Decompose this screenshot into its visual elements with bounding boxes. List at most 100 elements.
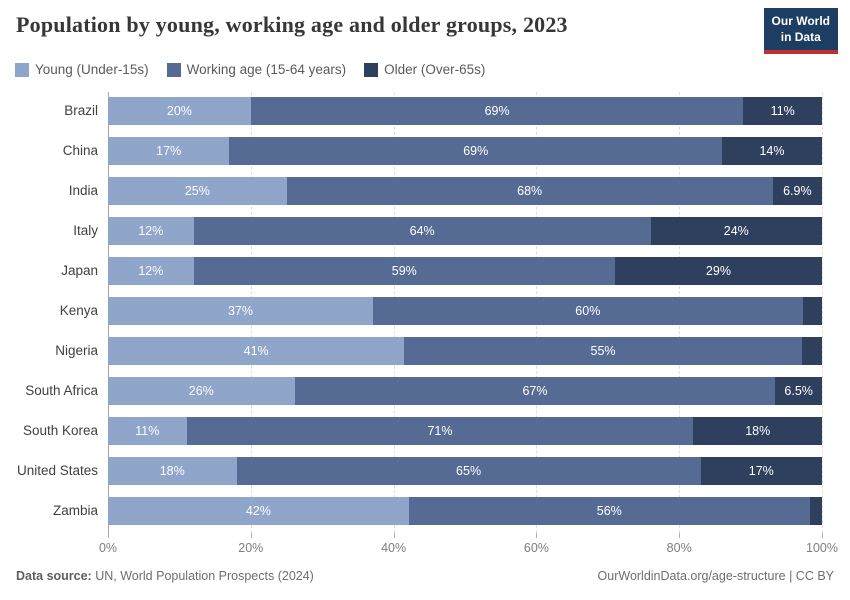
bar-value-label: 11% <box>770 104 795 118</box>
bar-segment-working[interactable]: 55% <box>404 337 802 365</box>
owid-logo[interactable]: Our World in Data <box>763 8 838 55</box>
country-label: Zambia <box>52 503 98 518</box>
legend-swatch-older <box>364 62 379 77</box>
country-label: South Africa <box>25 383 98 398</box>
country-label: India <box>68 183 98 198</box>
stacked-bar: 26% 67% 6.5% <box>108 377 822 405</box>
bar-segment-young[interactable]: 42% <box>108 497 409 525</box>
bar-value-label: 55% <box>590 344 616 358</box>
bar-value-label: 69% <box>484 104 510 118</box>
stacked-bar: 42% 56% <box>108 497 822 525</box>
country-label: Japan <box>61 263 98 278</box>
bar-value-label: 60% <box>575 304 601 318</box>
bar-value-label: 41% <box>243 344 269 358</box>
bar-segment-older[interactable]: 11% <box>743 97 822 125</box>
x-tick-label: 100% <box>806 541 838 555</box>
bar-value-label: 42% <box>245 504 271 518</box>
bar-segment-older[interactable]: 24% <box>650 217 822 245</box>
bar-segment-young[interactable]: 41% <box>108 337 405 365</box>
bar-segment-young[interactable]: 37% <box>108 297 373 325</box>
x-tick-label: 80% <box>666 541 692 555</box>
bar-segment-working[interactable]: 69% <box>229 137 723 165</box>
owid-url-link[interactable]: OurWorldinData.org/age-structure <box>597 569 786 583</box>
bar-segment-older[interactable] <box>801 337 822 365</box>
attribution: OurWorldinData.org/age-structure | CC BY <box>598 569 834 583</box>
bar-segment-working[interactable]: 65% <box>236 457 701 485</box>
legend-item-young: Young (Under-15s) <box>15 62 149 77</box>
bar-value-label: 17% <box>748 464 774 478</box>
chart-row: South Korea 11% 71% 18% <box>23 411 822 451</box>
bar-segment-older[interactable] <box>809 497 822 525</box>
chart-row: China 17% 69% 14% <box>63 131 822 171</box>
bar-segment-working[interactable]: 69% <box>250 97 744 125</box>
x-tick-mark-80 <box>679 533 681 538</box>
x-tick-mark-20 <box>250 533 252 538</box>
bar-segment-young[interactable]: 12% <box>108 257 194 285</box>
chart-row: South Africa 26% 67% 6.5% <box>25 371 822 411</box>
bar-segment-older[interactable]: 18% <box>693 417 822 445</box>
bar-segment-young[interactable]: 11% <box>108 417 187 445</box>
bar-segment-older[interactable]: 6.5% <box>775 377 822 405</box>
x-tick-label: 40% <box>381 541 407 555</box>
bar-segment-young[interactable]: 25% <box>108 177 287 205</box>
data-source-text: UN, World Population Prospects (2024) <box>95 569 314 583</box>
legend-label: Working age (15-64 years) <box>186 62 347 77</box>
stacked-bar: 37% 60% <box>108 297 822 325</box>
chart-row: Kenya 37% 60% <box>60 291 822 331</box>
stacked-bar: 20% 69% 11% <box>108 97 822 125</box>
bar-value-label: 59% <box>391 264 417 278</box>
country-label: Italy <box>73 223 98 238</box>
bar-segment-young[interactable]: 20% <box>108 97 251 125</box>
chart-row: Nigeria 41% 55% <box>55 331 822 371</box>
bar-segment-working[interactable]: 67% <box>294 377 776 405</box>
bar-segment-older[interactable]: 17% <box>700 457 822 485</box>
chart-row: Brazil 20% 69% 11% <box>64 91 822 131</box>
bar-value-label: 17% <box>156 144 182 158</box>
bar-segment-working[interactable]: 64% <box>193 217 651 245</box>
country-label: South Korea <box>22 423 98 438</box>
bar-segment-older[interactable] <box>802 297 822 325</box>
bar-value-label: 12% <box>138 264 164 278</box>
bar-segment-young[interactable]: 17% <box>108 137 230 165</box>
bar-segment-young[interactable]: 12% <box>108 217 194 245</box>
bar-value-label: 18% <box>745 424 771 438</box>
chart-row: India 25% 68% 6.9% <box>69 171 822 211</box>
bar-value-label: 37% <box>227 304 253 318</box>
owid-logo-line2: in Data <box>780 29 821 44</box>
bar-value-label: 6.5% <box>784 384 813 398</box>
x-tick-label: 60% <box>523 541 549 555</box>
bar-value-label: 14% <box>759 144 785 158</box>
bar-value-label: 25% <box>184 184 210 198</box>
bar-value-label: 18% <box>159 464 185 478</box>
chart-row: Italy 12% 64% 24% <box>73 211 822 251</box>
bar-segment-older[interactable]: 29% <box>614 257 822 285</box>
stacked-bar: 11% 71% 18% <box>108 417 822 445</box>
stacked-bar: 12% 59% 29% <box>108 257 822 285</box>
license-separator: | <box>789 569 793 583</box>
gridline-100 <box>822 92 823 533</box>
legend-item-working: Working age (15-64 years) <box>166 62 347 77</box>
chart-row: Japan 12% 59% 29% <box>61 251 822 291</box>
legend-item-older: Older (Over-65s) <box>364 62 485 77</box>
owid-logo-line1: Our World <box>771 14 830 28</box>
stacked-bar: 17% 69% 14% <box>108 137 822 165</box>
country-label: Kenya <box>59 303 98 318</box>
bar-segment-working[interactable]: 68% <box>286 177 773 205</box>
bar-segment-older[interactable]: 6.9% <box>772 177 822 205</box>
bar-value-label: 67% <box>522 384 548 398</box>
country-label: China <box>62 143 98 158</box>
chart-area: Brazil 20% 69% 11% China 17% 69% 14% India 25% 68%… <box>17 91 838 555</box>
bar-segment-older[interactable]: 14% <box>722 137 822 165</box>
country-label: United States <box>16 463 98 478</box>
bar-segment-working[interactable]: 56% <box>408 497 810 525</box>
bar-segment-working[interactable]: 60% <box>372 297 803 325</box>
bar-segment-working[interactable]: 71% <box>186 417 694 445</box>
bar-value-label: 24% <box>723 224 749 238</box>
bar-segment-young[interactable]: 26% <box>108 377 295 405</box>
bar-segment-working[interactable]: 59% <box>193 257 615 285</box>
chart-row: Zambia 42% 56% <box>53 491 822 531</box>
legend-swatch-working <box>166 62 181 77</box>
bar-segment-young[interactable]: 18% <box>108 457 237 485</box>
bar-value-label: 12% <box>138 224 164 238</box>
bar-value-label: 68% <box>517 184 543 198</box>
